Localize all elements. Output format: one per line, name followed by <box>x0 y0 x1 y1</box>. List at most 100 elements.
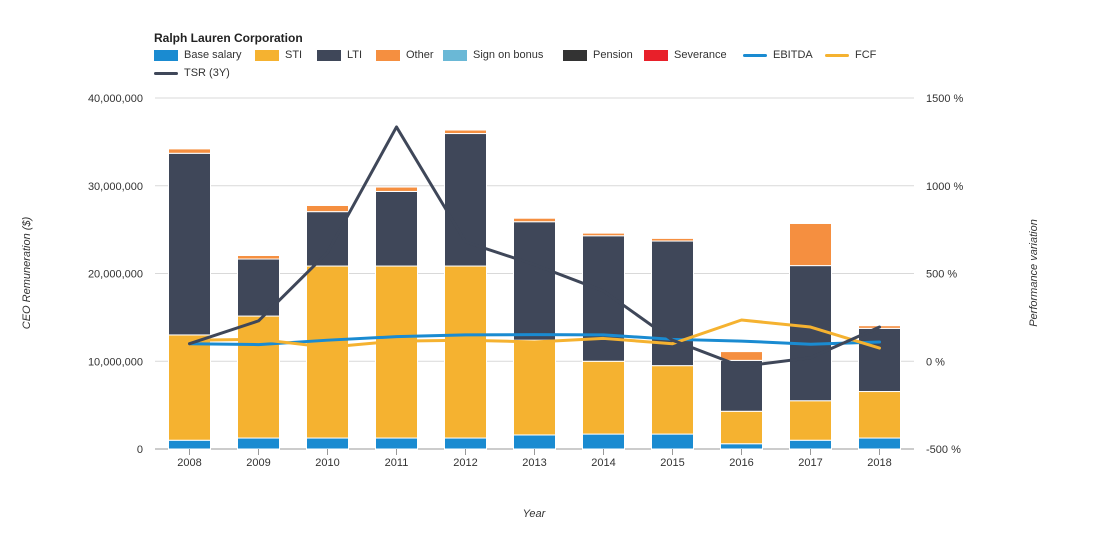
bar-segment[interactable] <box>651 237 694 242</box>
series-line[interactable] <box>188 125 881 369</box>
bar-segment[interactable] <box>858 327 901 393</box>
series-line[interactable] <box>188 333 881 347</box>
bar-segment[interactable] <box>168 439 211 450</box>
bar-segment[interactable] <box>168 152 211 336</box>
series-line[interactable] <box>188 318 881 350</box>
legend-swatch <box>255 49 279 61</box>
y2-tick-label: 1000 % <box>926 181 964 193</box>
legend-item-pension[interactable]: Pension <box>563 49 633 61</box>
legend-label: STI <box>285 49 303 61</box>
y-tick-label: 20,000,000 <box>88 269 143 281</box>
bar-segment[interactable] <box>375 186 418 192</box>
legend-item-ebitda[interactable]: EBITDA <box>743 49 813 61</box>
x-tick-label: 2009 <box>246 457 270 469</box>
y-tick-label: 10,000,000 <box>88 356 143 368</box>
bar-segment[interactable] <box>513 217 556 223</box>
bar-segment[interactable] <box>237 437 280 450</box>
bar-segment[interactable] <box>789 265 832 402</box>
bar-segment[interactable] <box>237 255 280 260</box>
bar-segment[interactable] <box>444 133 487 267</box>
x-axis-label: Year <box>523 508 547 520</box>
legend-swatch <box>644 49 668 61</box>
x-tick-label: 2016 <box>729 457 753 469</box>
bar-segment[interactable] <box>651 433 694 450</box>
bar-segment[interactable] <box>444 129 487 135</box>
bar-segment[interactable] <box>306 204 349 213</box>
bar-segment[interactable] <box>789 400 832 441</box>
legend-label: Severance <box>674 49 727 61</box>
bar-segment[interactable] <box>168 148 211 154</box>
x-tick-label: 2013 <box>522 457 546 469</box>
legend-item-lti[interactable]: LTI <box>317 49 362 61</box>
legend-item-fcf[interactable]: FCF <box>825 49 876 61</box>
x-tick-label: 2010 <box>315 457 339 469</box>
bar-segment[interactable] <box>237 315 280 439</box>
y2-tick-label: 500 % <box>926 269 957 281</box>
legend-item-sti[interactable]: STI <box>255 49 302 61</box>
legend: Base salary STI LTI Other Sign on bonus … <box>154 49 914 85</box>
legend-line-swatch <box>825 53 849 57</box>
x-tick-label: 2012 <box>453 457 477 469</box>
legend-label: TSR (3Y) <box>184 67 230 79</box>
legend-item-other[interactable]: Other <box>376 49 434 61</box>
legend-line-swatch <box>743 53 767 57</box>
bar-segment[interactable] <box>582 232 625 237</box>
legend-swatch <box>443 49 467 61</box>
legend-line-swatch <box>154 71 178 75</box>
bar-segment[interactable] <box>444 437 487 450</box>
legend-item-base-salary[interactable]: Base salary <box>154 49 241 61</box>
bar-segment[interactable] <box>720 351 763 361</box>
legend-row-2: TSR (3Y) <box>154 67 914 85</box>
y2-tick-label: 1500 % <box>926 93 964 105</box>
bar-segment[interactable] <box>513 434 556 450</box>
bar-segment[interactable] <box>582 235 625 362</box>
legend-label: Base salary <box>184 49 242 61</box>
legend-label: LTI <box>347 49 363 61</box>
bar-segment[interactable] <box>582 360 625 435</box>
bar-segment[interactable] <box>789 439 832 450</box>
legend-swatch <box>563 49 587 61</box>
y-tick-label: 0 <box>137 444 143 456</box>
bar-segment[interactable] <box>306 265 349 439</box>
bar-segment[interactable] <box>306 437 349 450</box>
bar-segment[interactable] <box>513 339 556 436</box>
bar-segment[interactable] <box>582 433 625 450</box>
bar-segment[interactable] <box>720 410 763 445</box>
bar-segment[interactable] <box>858 437 901 450</box>
bar-segment[interactable] <box>720 359 763 412</box>
legend-swatch <box>376 49 400 61</box>
bar-segment[interactable] <box>375 265 418 439</box>
bar-segment[interactable] <box>513 221 556 341</box>
bar-segment[interactable] <box>858 391 901 439</box>
legend-label: EBITDA <box>773 49 813 61</box>
bar-segment[interactable] <box>375 190 418 267</box>
y2-axis-label: Performance variation <box>1028 219 1040 327</box>
legend-label: FCF <box>855 49 877 61</box>
legend-swatch <box>317 49 341 61</box>
legend-item-sign-on-bonus[interactable]: Sign on bonus <box>443 49 543 61</box>
x-tick-label: 2015 <box>660 457 684 469</box>
bar-segment[interactable] <box>444 265 487 439</box>
bar-segment[interactable] <box>651 365 694 435</box>
bar-segment[interactable] <box>306 211 349 267</box>
legend-item-severance[interactable]: Severance <box>644 49 727 61</box>
axes: 0 -500 % 10,000,000 0 % 20,000,000 500 % 30,00… <box>88 93 964 469</box>
x-tick-label: 2018 <box>867 457 891 469</box>
chart-title: Ralph Lauren Corporation <box>154 31 303 45</box>
x-tick-label: 2014 <box>591 457 615 469</box>
bar-segment[interactable] <box>168 334 211 441</box>
bar-segment[interactable] <box>375 437 418 450</box>
x-tick-label: 2017 <box>798 457 822 469</box>
bar-segment[interactable] <box>720 443 763 450</box>
lines <box>188 125 881 369</box>
y-tick-label: 40,000,000 <box>88 93 143 105</box>
bars <box>168 129 901 450</box>
bar-segment[interactable] <box>789 222 832 267</box>
legend-item-tsr[interactable]: TSR (3Y) <box>154 67 230 79</box>
legend-label: Other <box>406 49 434 61</box>
y-tick-label: 30,000,000 <box>88 181 143 193</box>
legend-swatch <box>154 49 178 61</box>
x-tick-label: 2008 <box>177 457 201 469</box>
